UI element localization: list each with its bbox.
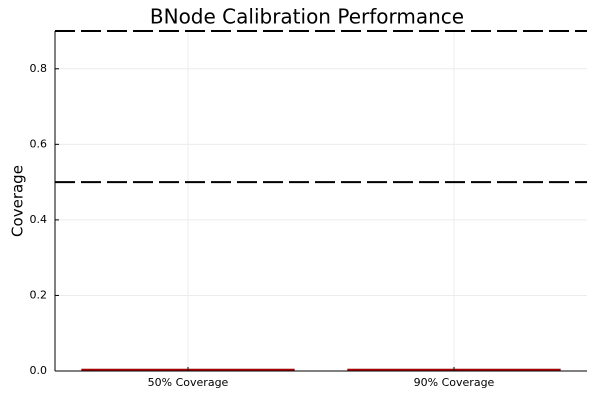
- y-tick-label-1: 0.2: [30, 288, 48, 301]
- y-tick-label-2: 0.4: [30, 213, 48, 226]
- x-tick-label-1: 90% Coverage: [414, 376, 495, 389]
- y-tick-label-0: 0.0: [30, 364, 48, 377]
- grid-layer: [55, 31, 587, 372]
- y-tick-label-3: 0.6: [30, 137, 48, 150]
- y-axis-label: Coverage: [9, 165, 27, 237]
- chart-title: BNode Calibration Performance: [150, 5, 464, 29]
- x-tick-label-0: 50% Coverage: [148, 376, 229, 389]
- y-tick-label-4: 0.8: [30, 62, 48, 75]
- tick-labels: 0.0 0.2 0.4 0.6 0.8 50% Coverage 90% Coverage: [30, 62, 495, 389]
- axes: [54, 31, 587, 372]
- reference-lines: [55, 30, 587, 184]
